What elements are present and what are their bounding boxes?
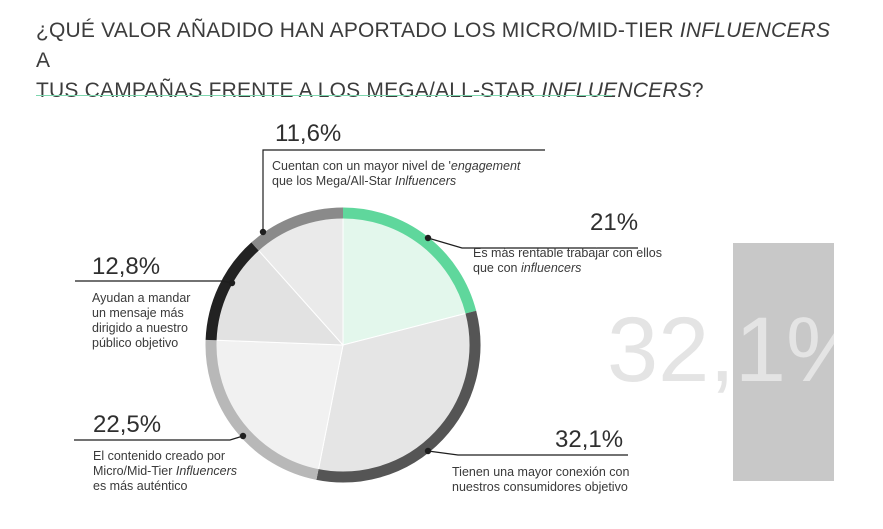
highlight-percentage: 32,1% xyxy=(607,299,868,401)
leader-line-autentico xyxy=(74,435,244,441)
pie-ring-mensaje xyxy=(205,242,259,341)
title-line-1: ¿QUÉ VALOR AÑADIDO HAN APORTADO LOS MICR… xyxy=(36,19,831,72)
slice-description-conexion: Tienen una mayor conexión con nuestros co… xyxy=(452,465,629,494)
title-line-2: TUS CAMPAÑAS FRENTE A LOS MEGA/ALL-STAR … xyxy=(36,79,704,102)
pie-ring-conexion xyxy=(316,310,481,483)
highlight-bar xyxy=(733,243,834,481)
slice-description-autentico: El contenido creado por Micro/Mid-Tier In… xyxy=(93,449,237,493)
leader-line-mensaje xyxy=(75,280,233,284)
slice-description-mensaje: Ayudan a mandar un mensaje más dirigido a … xyxy=(92,291,190,350)
chart-title: ¿QUÉ VALOR AÑADIDO HAN APORTADO LOS MICR… xyxy=(36,16,836,106)
pie-ring-engagement xyxy=(251,207,344,251)
leader-dot-autentico xyxy=(239,432,247,440)
slice-value-conexion: 32,1% xyxy=(555,426,623,453)
slice-value-engagement: 11,6% xyxy=(275,120,341,147)
leader-dot-conexion xyxy=(424,447,432,455)
pie-rings xyxy=(205,207,481,483)
leader-line-conexion xyxy=(427,450,628,456)
leader-line-engagement xyxy=(262,149,545,232)
slice-labels: 21% Es más rentable trabajar con ellos que… xyxy=(92,120,662,494)
pie-slices xyxy=(212,214,474,476)
slice-value-rentable: 21% xyxy=(590,209,638,236)
slice-value-mensaje: 12,8% xyxy=(92,253,160,280)
leader-dot-rentable xyxy=(424,234,432,242)
slice-description-engagement: Cuentan con un mayor nivel de 'engagemen… xyxy=(272,159,521,188)
slice-value-autentico: 22,5% xyxy=(93,411,161,438)
leader-dot-mensaje xyxy=(228,279,236,287)
highlight-figure: 32,1% xyxy=(607,243,868,481)
leader-line-rentable xyxy=(427,237,638,249)
pie-ring-autentico xyxy=(205,339,319,480)
pie-ring-rentable xyxy=(342,207,477,314)
leader-dot-engagement xyxy=(259,228,267,236)
title-divider xyxy=(36,95,612,96)
slice-description-rentable: Es más rentable trabajar con ellos que co… xyxy=(473,246,662,275)
leader-lines xyxy=(74,149,638,456)
